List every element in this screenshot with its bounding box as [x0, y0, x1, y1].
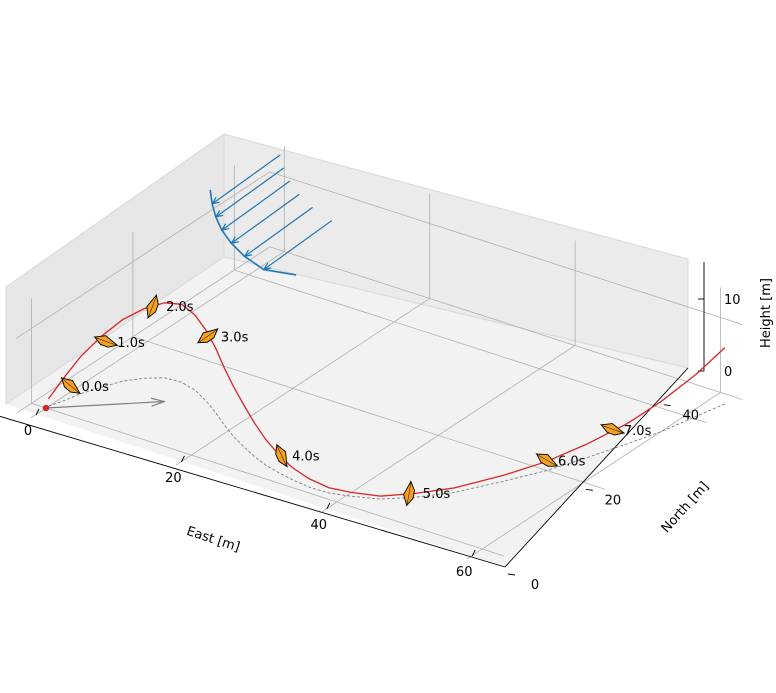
y-tick: [663, 404, 671, 407]
glider-marker: [275, 443, 289, 468]
glider-tail: [94, 335, 118, 346]
time-label: 2.0s: [166, 300, 194, 315]
z-tick-label: 10: [724, 293, 741, 308]
y-tick-label: 40: [682, 409, 699, 424]
x-tick: [180, 455, 185, 463]
grid-lines: [16, 146, 743, 560]
grid-line-z: [16, 246, 743, 414]
glider-marker: [535, 452, 559, 467]
x-tick: [326, 502, 331, 510]
time-label: 0.0s: [82, 380, 110, 395]
y-axis-line: [504, 367, 689, 568]
time-label: 1.0s: [117, 336, 145, 351]
glider-marker: [60, 376, 82, 395]
wind-arrow: [216, 167, 285, 217]
y-axis-label: North [m]: [659, 479, 713, 536]
glider-tail: [403, 481, 412, 506]
y-tick: [585, 488, 593, 491]
x-tick-label: 20: [165, 471, 182, 486]
start-point: [42, 404, 50, 412]
grid-line-z: [16, 171, 743, 339]
y-tick-label: 0: [531, 578, 539, 593]
glider-marker: [196, 327, 219, 344]
heading-arrow: [45, 402, 164, 409]
x-tick: [35, 408, 40, 416]
wind-arrow: [212, 154, 281, 204]
z-axis-label: Height [m]: [759, 278, 774, 348]
pane-floor: [6, 257, 688, 567]
time-label: 7.0s: [624, 424, 652, 439]
time-label: 3.0s: [221, 331, 249, 346]
glider-marker: [146, 293, 159, 320]
wind-profile-curve: [209, 189, 297, 276]
wind-arrow: [231, 193, 300, 243]
wind-arrow: [264, 220, 333, 270]
glider-marker: [93, 335, 119, 348]
wind-arrow: [222, 180, 291, 230]
x-axis-line: [0, 415, 506, 568]
time-markers: 0.0s 1.0s 2.0s 3.0s 4.0s 5.0s 6.0s 7.0s: [60, 293, 652, 507]
x-tick-label: 60: [456, 565, 473, 580]
glider-tail: [601, 423, 625, 434]
axes: 0 20 40 60 0 20 40 0 10: [0, 262, 741, 593]
time-label: 6.0s: [558, 455, 586, 470]
glider-wing: [599, 423, 626, 436]
wind-profile: [209, 154, 333, 276]
glider-wing: [275, 443, 289, 468]
glider-marker: [599, 423, 626, 436]
z-tick-label: 0: [724, 365, 732, 380]
x-tick-label: 40: [311, 518, 328, 533]
ground-track-line: [48, 377, 726, 500]
y-tick-label: 20: [605, 493, 622, 508]
x-tick-label: 0: [24, 424, 32, 439]
pane-left: [5, 133, 225, 405]
glider-wing: [93, 336, 119, 348]
time-label: 4.0s: [292, 450, 320, 465]
x-tick: [471, 549, 476, 557]
y-tick: [507, 573, 516, 576]
x-axis-label: East [m]: [185, 524, 242, 555]
glider-marker: [403, 480, 415, 507]
wind-arrow: [245, 206, 313, 256]
time-label: 5.0s: [423, 487, 451, 502]
glider-tail: [146, 294, 157, 318]
